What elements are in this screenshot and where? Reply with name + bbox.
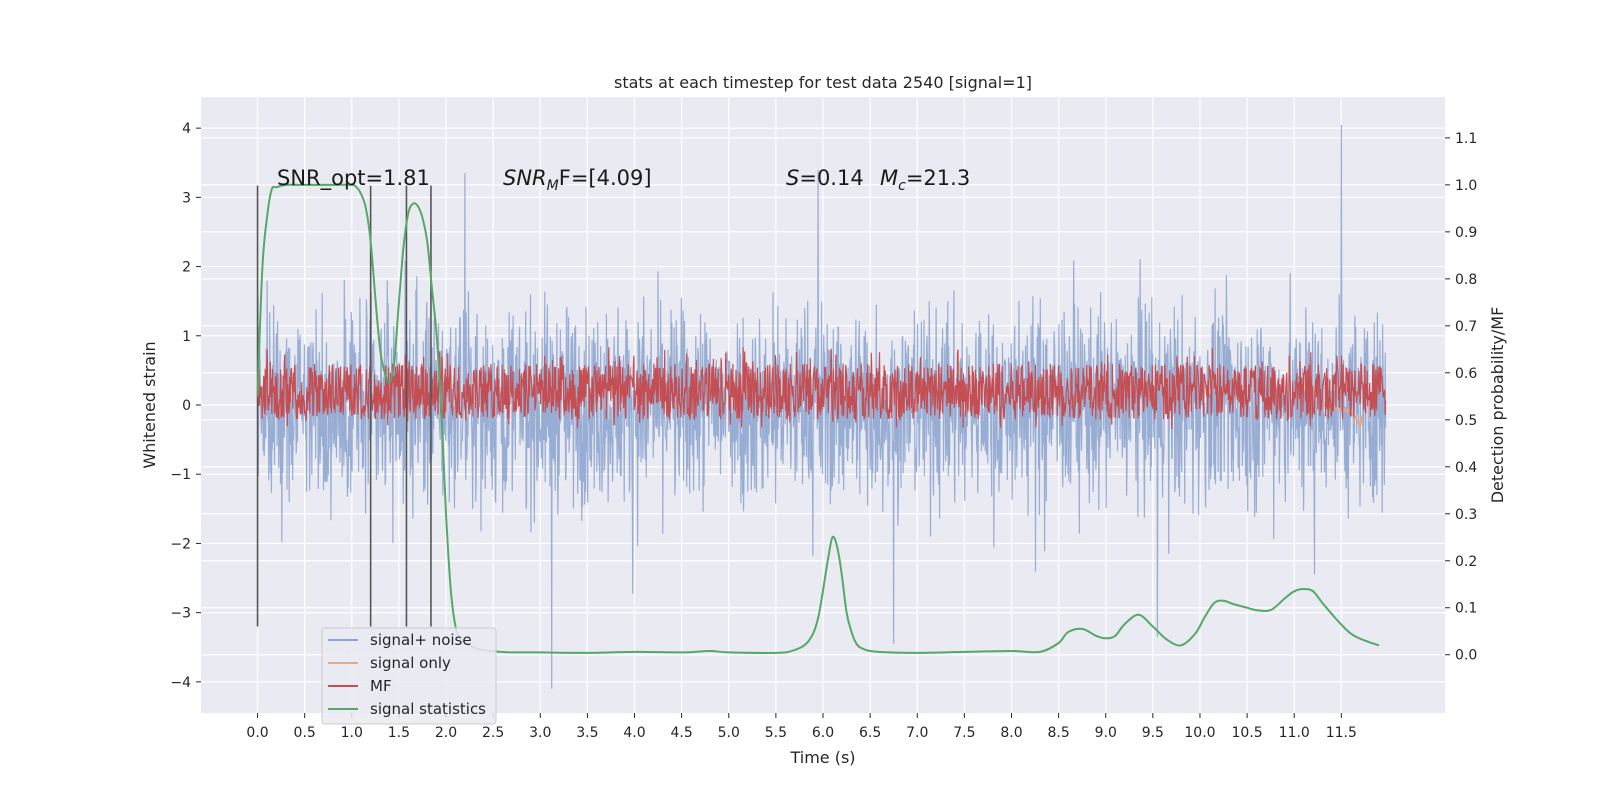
y-tick-label-3: 1 xyxy=(182,329,191,345)
x-tick-label-21: 10.5 xyxy=(1232,725,1263,741)
x-tick-label-15: 7.5 xyxy=(953,725,975,741)
x-tick-label-0: 0.0 xyxy=(246,725,268,741)
y-axis-ticks: 4 3 2 1 0 −1 −2 −3 −4 xyxy=(170,121,201,691)
y-tick-label-4: 0 xyxy=(182,398,191,414)
x-tick-label-18: 9.0 xyxy=(1095,725,1117,741)
chart-title: stats at each timestep for test data 254… xyxy=(614,73,1032,92)
y2-tick-label-8: 0.3 xyxy=(1455,507,1477,523)
vertical-markers xyxy=(256,185,432,627)
x-tick-label-19: 9.5 xyxy=(1142,725,1164,741)
y-tick-label-8: −4 xyxy=(170,675,191,691)
legend-label-signal-noise: signal+ noise xyxy=(370,631,472,649)
y2-tick-label-3: 0.8 xyxy=(1455,272,1477,288)
y-tick-label-2: 2 xyxy=(182,260,191,276)
x-tick-label-5: 2.5 xyxy=(482,725,504,741)
y2-tick-label-9: 0.2 xyxy=(1455,554,1477,570)
annotation-s: S=0.14 xyxy=(786,166,864,190)
x-tick-label-4: 2.0 xyxy=(435,725,457,741)
y-tick-label-6: −2 xyxy=(170,536,191,552)
y2-tick-label-7: 0.4 xyxy=(1455,460,1477,476)
y2-axis-label: Detection probability/MF xyxy=(1488,307,1507,504)
x-tick-label-17: 8.5 xyxy=(1047,725,1069,741)
x-tick-label-23: 11.5 xyxy=(1326,725,1357,741)
series-mf xyxy=(256,347,1387,430)
y-tick-label-5: −1 xyxy=(170,467,191,483)
legend-label-signal-only: signal only xyxy=(370,654,451,672)
y-tick-label-0: 4 xyxy=(182,121,191,137)
annotation-snr-opt: SNR_opt=1.81 xyxy=(277,166,430,191)
x-tick-label-16: 8.0 xyxy=(1000,725,1022,741)
y2-axis-ticks: 1.1 1.0 0.9 0.8 0.7 0.6 0.5 0.4 0.3 0.2 0.1 0.0 xyxy=(1445,131,1477,664)
x-tick-label-2: 1.0 xyxy=(341,725,363,741)
x-tick-label-9: 4.5 xyxy=(671,725,693,741)
y-tick-label-7: −3 xyxy=(170,606,191,622)
legend: signal+ noise signal only MF signal stat… xyxy=(321,627,497,725)
y2-tick-label-1: 1.0 xyxy=(1455,178,1477,194)
x-tick-label-14: 7.0 xyxy=(906,725,928,741)
x-tick-label-10: 5.0 xyxy=(718,725,740,741)
y2-tick-label-2: 0.9 xyxy=(1455,225,1477,241)
y2-tick-label-0: 1.1 xyxy=(1455,131,1477,147)
x-tick-label-22: 11.0 xyxy=(1279,725,1310,741)
annotations: SNR_opt=1.81 SNRMF=[4.09] S=0.14 Mc=21.3 xyxy=(277,166,970,194)
annotation-snr-mf: SNRMF=[4.09] xyxy=(503,166,652,194)
annotation-mc: Mc=21.3 xyxy=(880,166,970,194)
x-tick-label-20: 10.0 xyxy=(1184,725,1215,741)
y2-tick-label-11: 0.0 xyxy=(1455,648,1477,664)
y2-tick-label-4: 0.7 xyxy=(1455,319,1477,335)
x-axis-ticks: 0.0 0.5 1.0 1.5 2.0 2.5 3.0 3.5 4.0 4.5 5.0 5.5 6.0 6… xyxy=(246,713,1357,741)
legend-box xyxy=(321,627,497,725)
y2-tick-label-5: 0.6 xyxy=(1455,366,1477,382)
series-signal-statistics xyxy=(256,183,1380,654)
x-tick-label-13: 6.5 xyxy=(859,725,881,741)
x-tick-label-11: 5.5 xyxy=(765,725,787,741)
y-tick-label-1: 3 xyxy=(182,190,191,206)
x-tick-label-7: 3.5 xyxy=(576,725,598,741)
x-tick-label-3: 1.5 xyxy=(388,725,410,741)
x-tick-label-12: 6.0 xyxy=(812,725,834,741)
mf-line xyxy=(256,347,1387,430)
x-axis-label: Time (s) xyxy=(789,748,855,767)
x-tick-label-8: 4.0 xyxy=(623,725,645,741)
y2-tick-label-10: 0.1 xyxy=(1455,601,1477,617)
y2-tick-label-6: 0.5 xyxy=(1455,413,1477,429)
legend-label-signal-statistics: signal statistics xyxy=(370,700,486,718)
y-axis-label: Whitened strain xyxy=(140,341,159,468)
x-tick-label-1: 0.5 xyxy=(294,725,316,741)
signal-statistics-line xyxy=(256,183,1380,654)
x-tick-label-6: 3.0 xyxy=(529,725,551,741)
legend-label-mf: MF xyxy=(370,677,392,695)
